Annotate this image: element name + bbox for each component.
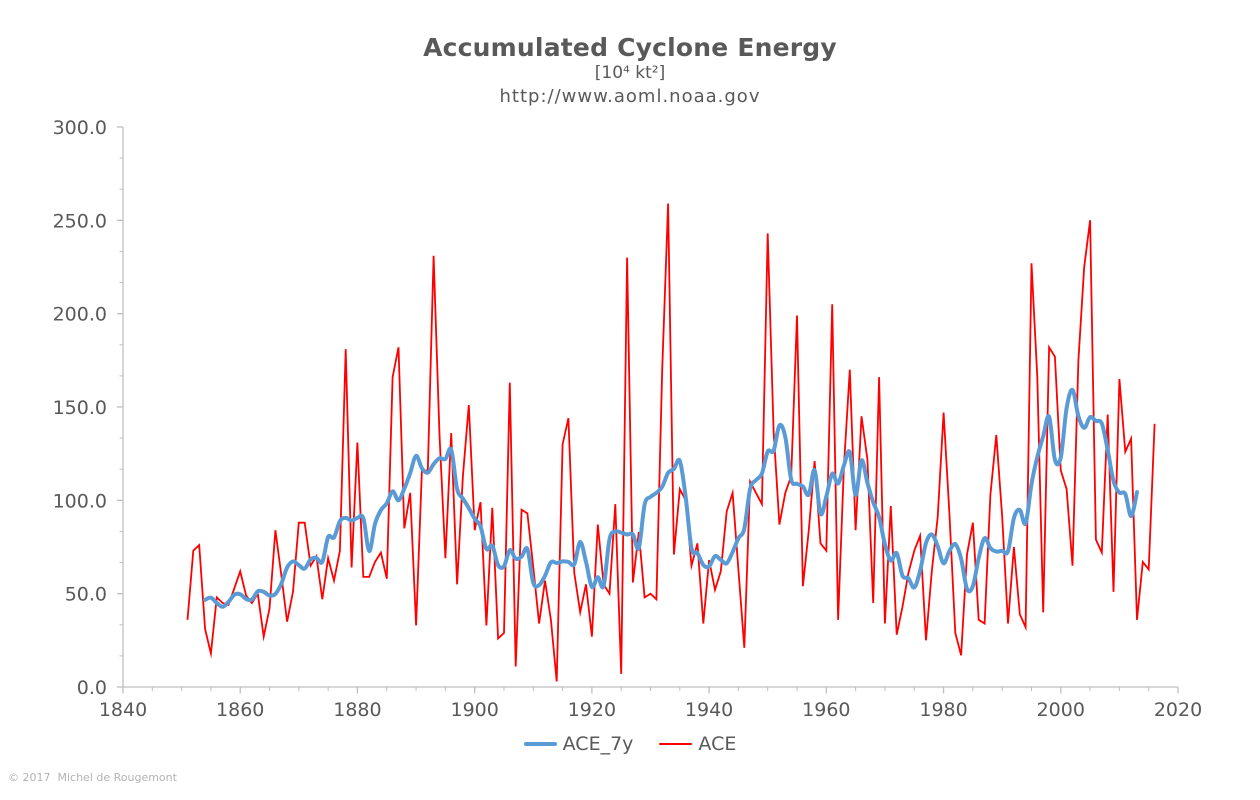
- x-axis-tick-label: 1920: [568, 699, 616, 721]
- y-axis-tick-label: 300.0: [53, 117, 107, 139]
- ace-7y-average-line: [203, 387, 1139, 609]
- y-axis-tick-label: 100.0: [53, 490, 107, 512]
- x-axis-tick-label: 1880: [333, 699, 381, 721]
- y-axis-tick-label: 0.0: [77, 677, 107, 699]
- x-axis-tick-label: 2020: [1154, 699, 1202, 721]
- chart-title: Accumulated Cyclone Energy: [423, 33, 837, 62]
- y-axis-tick-label: 200.0: [53, 304, 107, 326]
- legend-label: ACE: [698, 733, 737, 755]
- legend-line-swatch: [523, 742, 557, 746]
- y-axis-tick-label: 150.0: [53, 397, 107, 419]
- chart-header: Accumulated Cyclone Energy [10⁴ kt²] htt…: [0, 34, 1260, 109]
- chart-subtitle: [10⁴ kt²]: [594, 63, 666, 83]
- x-axis-tick-label: 1860: [216, 699, 264, 721]
- chart-legend: ACE_7y ACE: [0, 733, 1260, 755]
- x-axis-tick-label: 2000: [1037, 699, 1085, 721]
- copyright-note: © 2017 Michel de Rougemont: [8, 771, 177, 784]
- legend-item-ace: ACE: [659, 733, 736, 755]
- y-axis-tick-label: 50.0: [65, 584, 107, 606]
- x-axis-tick-label: 1940: [685, 699, 733, 721]
- legend-line-swatch: [659, 743, 693, 745]
- ace-annual-line: [186, 203, 1156, 682]
- x-axis-tick-label: 1840: [99, 699, 147, 721]
- y-axis-tick-label: 250.0: [53, 210, 107, 232]
- chart-source-url: http://www.aoml.noaa.gov: [499, 86, 761, 107]
- x-axis-tick-label: 1900: [450, 699, 498, 721]
- x-axis-tick-label: 1960: [802, 699, 850, 721]
- legend-item-ace-7y: ACE_7y: [523, 733, 634, 755]
- legend-label: ACE_7y: [562, 733, 634, 755]
- x-axis-tick-label: 1980: [919, 699, 967, 721]
